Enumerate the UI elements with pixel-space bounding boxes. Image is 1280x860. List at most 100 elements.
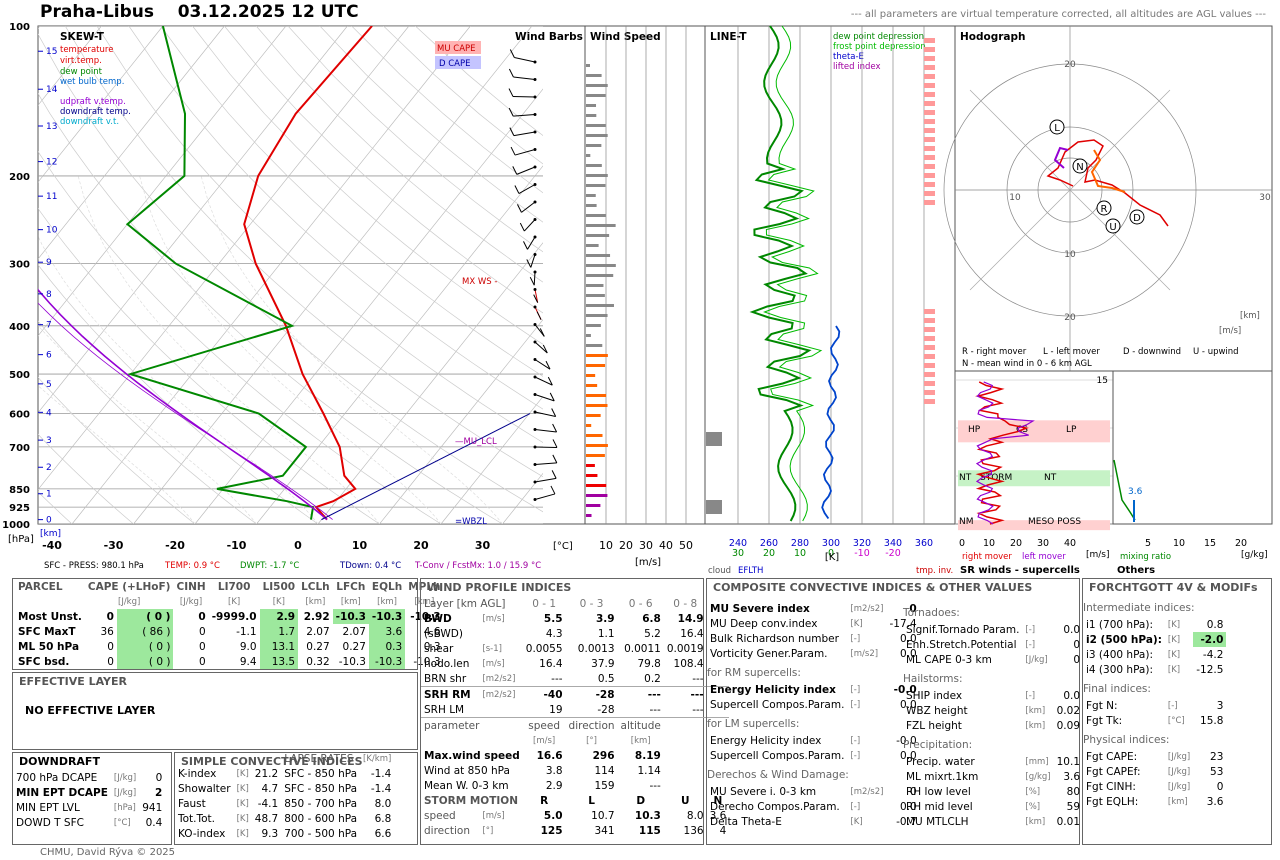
sfc-press-text: SFC - PRESS: 980.1 hPa [44, 561, 144, 571]
forchtgott-label: i1 (700 hPa): [1086, 618, 1153, 631]
dry-adiabat [38, 207, 380, 524]
dry-adiabat [38, 320, 257, 524]
forchtgott-unit: [K] [1167, 649, 1181, 660]
inversion-marker [924, 38, 935, 43]
temperature-tick-label: -10 [227, 539, 247, 552]
wind-barb-flag [547, 376, 553, 386]
wind-speed-bar [586, 304, 614, 307]
parcel-row-label: SFC MaxT [18, 625, 76, 638]
parcel-unit: [km] [414, 596, 435, 607]
wind-speed-bar [586, 444, 608, 447]
sr-x-unit: [m/s] [1086, 550, 1110, 560]
parcel-value: -10.3 [410, 610, 441, 623]
wind-barb-point [533, 305, 537, 309]
inversion-marker [924, 363, 935, 368]
forchtgott-row: Fgt CAPE: [J/kg] 23 [1083, 749, 1226, 764]
isotherm-line [38, 26, 164, 183]
simple-index-label: KO-index [178, 827, 226, 840]
parcel-row: ML 50 hPa 0( 0 ) 0 9.0 13.1 0.27 0.27 0.3 0.3 [15, 639, 444, 654]
forchtgott-row: Fgt N: [-] 3 [1083, 698, 1226, 713]
isotherm-line [194, 88, 543, 524]
wind-value: -28 [595, 688, 615, 701]
composite-right-unit: [km] [1025, 705, 1046, 716]
wind-speed-bar [586, 284, 604, 287]
lapse-layer: 700 - 500 hPa [284, 827, 358, 840]
wind-value: 37.9 [591, 657, 615, 670]
composite-left-unit: [-] [850, 699, 861, 710]
forchtgott-unit: [K] [1167, 634, 1181, 645]
composite-right-subtitle: Hailstorms: [903, 672, 963, 685]
hodograph-legend-item: N - mean wind in 0 - 6 km AGL [962, 359, 1092, 369]
forchtgott-panel: FORCHTGOTT 4V & MODIFs Intermediate indi… [1082, 578, 1272, 845]
wind-row-unit [479, 702, 522, 718]
d-cape-box [435, 56, 481, 69]
downdraft-label: 700 hPa DCAPE [16, 771, 98, 784]
storm-col-header: D [636, 794, 646, 807]
parcel-unit: [J/kg] [179, 596, 203, 607]
composite-left-unit: [m2/s2] [850, 603, 884, 614]
storm-header: STORM MOTION R L D U N [421, 793, 729, 808]
composite-right-value: 0.0 [1063, 689, 1081, 702]
wind-barbs-title: Wind Barbs [515, 31, 583, 43]
composite-right-row: Tornadoes: [903, 601, 1083, 622]
composite-right-label: Enh.Stretch.Potential [906, 638, 1017, 651]
downdraft-unit: [J/kg] [113, 787, 137, 798]
downdraft-unit: [°C] [113, 817, 131, 828]
parcel-value: 2.92 [303, 610, 330, 623]
parcel-panel: PARCEL CAPE (+LHoF) CINH LI700 LI500 LCLh LFCh… [12, 578, 441, 670]
simple-indices-panel: SIMPLE CONVECTIVE INDICES LAPSE RATES [K/… [174, 752, 418, 845]
inversion-marker [924, 354, 935, 359]
storm-value: 341 [594, 824, 615, 837]
sr-x-tick: 40 [1064, 538, 1076, 549]
sr-band-meso [958, 520, 1110, 531]
storm-row: direction [°] 125 341 115 136 4 [421, 823, 729, 838]
wind-row-label: (sBWD) [424, 627, 463, 640]
dry-adiabat [255, 26, 543, 283]
pressure-tick-label: 600 [9, 410, 30, 421]
inversion-marker [924, 182, 935, 187]
dry-adiabat [96, 26, 543, 443]
inversion-marker [924, 155, 935, 160]
wind-speed-bar [586, 94, 606, 97]
sr-band-hp [958, 420, 1110, 443]
wind-value: 0.0055 [525, 642, 563, 655]
wind-speed-bar [586, 134, 608, 137]
cloud-label: cloud [708, 566, 731, 576]
depression-tick-label: 0 [828, 548, 834, 559]
isotherm-line [317, 242, 543, 524]
wind-barb [514, 149, 536, 156]
downdraft-title: DOWNDRAFT [19, 755, 100, 768]
wbzl-label: =WBZL [455, 517, 487, 527]
composite-left-row: Supercell Compos.Param. [-] 0.0 [707, 697, 920, 712]
mixing-ratio-value: 3.6 [1128, 487, 1143, 497]
km-tick-label: 4 [46, 408, 52, 418]
parcel-units-row: [J/kg] [J/kg] [K] [K] [km] [km] [km] [km] [15, 594, 444, 609]
sfc-temp-text: TEMP: 0.9 °C [164, 561, 220, 571]
wind-value: 19 [549, 703, 563, 716]
composite-left-row: Delta Theta-E [K] -0.7 [707, 814, 920, 829]
hodograph-marker-label: U [1109, 222, 1116, 233]
inversion-marker [924, 336, 935, 341]
wind-row: shear [s-1] 0.0055 0.0013 0.0011 0.0019 [421, 641, 729, 656]
storm-motion-title: STORM MOTION [424, 794, 518, 807]
sr-lm-line [975, 381, 1035, 525]
parcel-row: Most Unst. 0( 0 ) 0 -9999.0 2.9 2.92 -10.3 -10.… [15, 609, 444, 624]
wind-speed-tick: 10 [599, 539, 613, 552]
forchtgott-row: i3 (400 hPa): [K] -4.2 [1083, 647, 1226, 662]
parcel-value: 9.4 [239, 655, 257, 668]
inversion-marker [924, 164, 935, 169]
composite-right-label: RH mid level [906, 800, 973, 813]
line-t-legend-item: theta-E [833, 52, 864, 62]
wind-row-label: BWD [424, 612, 452, 625]
wind-barb-flag [523, 241, 528, 250]
line-t-legend-item: dew point depression [833, 32, 924, 42]
wind-param-value: 2.9 [545, 779, 563, 792]
wind-row: BWD [m/s] 5.5 3.9 6.8 14.9 [421, 611, 729, 626]
sr-winds-title: SR winds - supercells [960, 565, 1080, 576]
wind-barb-flag [512, 166, 518, 175]
downdraft-value: 0 [155, 771, 163, 784]
wind-param-label: Wind at 850 hPa [424, 764, 510, 777]
parcel-col-header: EQLh [371, 580, 403, 593]
parcel-value: -9999.0 [211, 610, 257, 623]
pressure-axis-unit: [hPa] [8, 534, 34, 545]
